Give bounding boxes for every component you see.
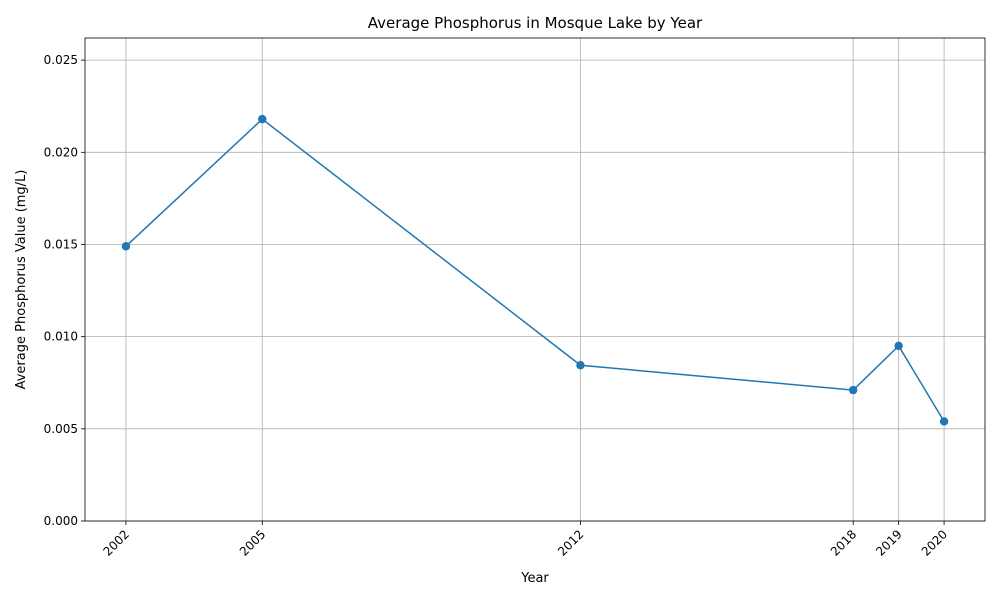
axis-ticks: 0.000 0.005 0.010 0.015 0.020 0.025 2002 2005 20… [44, 53, 951, 559]
data-point [121, 242, 131, 251]
x-tick-label: 2012 [555, 527, 586, 558]
x-tick-label: 2002 [101, 527, 132, 558]
chart-title: Average Phosphorus in Mosque Lake by Yea… [368, 14, 703, 32]
data-point [258, 114, 267, 124]
y-tick-label: 0.000 [44, 514, 78, 528]
y-axis-label: Average Phosphorus Value (mg/L) [14, 170, 29, 390]
data-point [848, 385, 858, 395]
series-phosphorus [121, 114, 949, 426]
series-line [125, 118, 945, 422]
y-tick-label: 0.005 [44, 422, 78, 436]
y-tick-label: 0.010 [44, 330, 78, 344]
data-point [894, 341, 903, 351]
y-tick-label: 0.015 [44, 237, 78, 251]
grid-lines [85, 38, 985, 522]
x-tick-label: 2020 [919, 527, 950, 558]
data-point [576, 361, 585, 370]
y-tick-label: 0.025 [44, 53, 78, 67]
plot-frame [84, 37, 986, 522]
x-tick-label: 2019 [873, 527, 904, 558]
y-tick-label: 0.020 [44, 145, 78, 159]
data-point [939, 417, 949, 426]
x-tick-label: 2018 [828, 527, 859, 558]
x-axis-label: Year [520, 571, 549, 586]
x-tick-label: 2005 [237, 527, 268, 558]
